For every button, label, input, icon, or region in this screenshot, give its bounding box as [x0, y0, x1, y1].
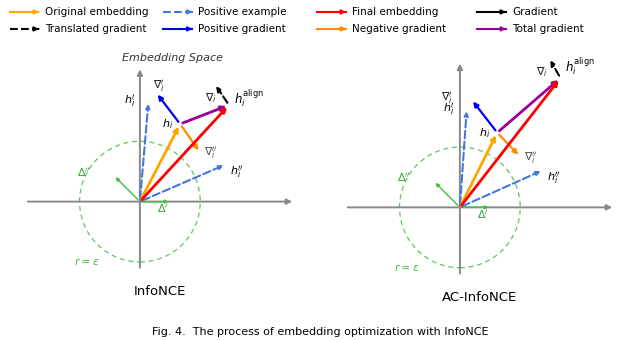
Text: Total gradient: Total gradient	[512, 24, 584, 34]
Text: $\nabla_i'$: $\nabla_i'$	[442, 90, 453, 106]
Text: $h_i''$: $h_i''$	[547, 170, 561, 186]
Text: $\nabla_i$: $\nabla_i$	[205, 91, 216, 105]
Text: $h_i^{\rm align}$: $h_i^{\rm align}$	[234, 87, 264, 109]
Text: $\Delta'$: $\Delta'$	[477, 208, 488, 221]
Text: $\Delta''$: $\Delta''$	[397, 171, 410, 184]
Text: $h_i$: $h_i$	[479, 126, 490, 140]
Text: $\nabla_i'$: $\nabla_i'$	[153, 78, 164, 94]
Text: AC-InfoNCE: AC-InfoNCE	[442, 291, 518, 304]
Text: Final embedding: Final embedding	[352, 7, 438, 17]
Text: $h_i'$: $h_i'$	[124, 93, 136, 109]
Text: $h_i''$: $h_i''$	[230, 164, 244, 180]
Text: Positive example: Positive example	[198, 7, 287, 17]
Text: $\nabla_i''$: $\nabla_i''$	[204, 145, 218, 161]
Text: $\nabla_i''$: $\nabla_i''$	[524, 150, 538, 166]
Text: $\Delta'$: $\Delta'$	[157, 202, 168, 216]
Text: $h_i$: $h_i$	[162, 118, 173, 131]
Text: Original embedding: Original embedding	[45, 7, 148, 17]
Text: Positive gradient: Positive gradient	[198, 24, 286, 34]
Text: Embedding Space: Embedding Space	[122, 53, 223, 63]
Text: $h_i'$: $h_i'$	[443, 101, 454, 117]
Text: $h_i^{\rm align}$: $h_i^{\rm align}$	[565, 55, 595, 76]
Text: InfoNCE: InfoNCE	[134, 285, 186, 298]
Text: $r = \epsilon$: $r = \epsilon$	[74, 256, 100, 267]
Text: $\nabla_i$: $\nabla_i$	[536, 65, 548, 79]
Text: Negative gradient: Negative gradient	[352, 24, 446, 34]
Text: Fig. 4.  The process of embedding optimization with InfoNCE: Fig. 4. The process of embedding optimiz…	[152, 327, 488, 337]
Text: $\Delta''$: $\Delta''$	[77, 166, 90, 178]
Text: $r = \epsilon$: $r = \epsilon$	[394, 262, 420, 273]
Text: Translated gradient: Translated gradient	[45, 24, 147, 34]
Text: Gradient: Gradient	[512, 7, 557, 17]
